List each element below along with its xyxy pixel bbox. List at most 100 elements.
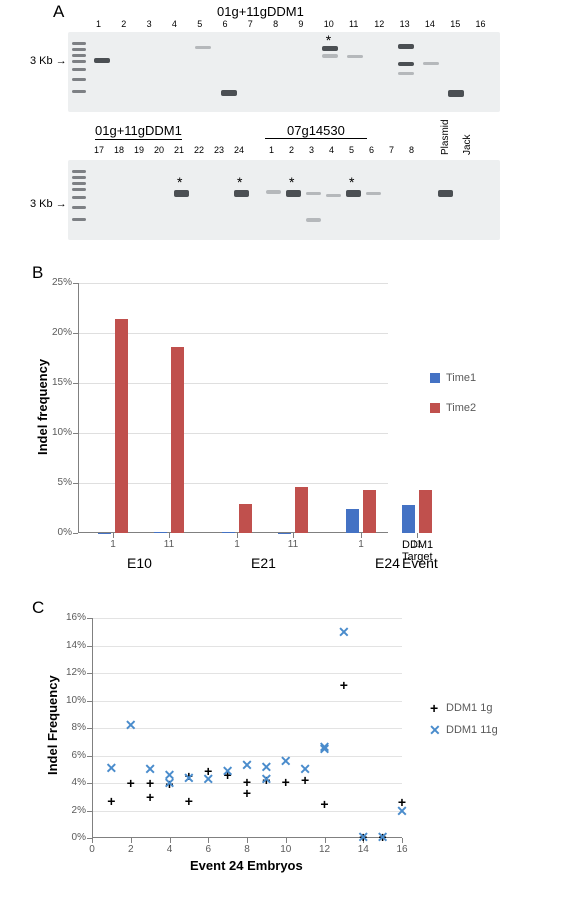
y-tick <box>73 533 78 534</box>
legend-11g-text: DDM1 11g <box>446 724 498 736</box>
lane-number: 5 <box>349 145 354 155</box>
event-label: E21 <box>251 555 276 571</box>
x-tick <box>208 838 209 843</box>
data-point: ✕ <box>202 772 214 786</box>
bar <box>154 532 167 533</box>
legend-1g-marker: + <box>430 700 438 716</box>
panel-c-label: C <box>32 598 44 618</box>
lane-number: 13 <box>400 19 410 29</box>
bar <box>278 533 291 534</box>
grid-line <box>92 701 402 702</box>
bar <box>363 490 376 534</box>
x-tick <box>325 838 326 843</box>
scatter-chart: 0%2%4%6%8%10%12%14%16%0246810121416+++++… <box>92 618 402 838</box>
data-point: ✕ <box>164 776 176 790</box>
lane-number: 14 <box>425 19 435 29</box>
lane-number: 6 <box>369 145 374 155</box>
lane-number: 10 <box>324 19 334 29</box>
y-axis <box>78 283 79 533</box>
gel-band <box>423 62 439 65</box>
data-point: ✕ <box>338 625 350 639</box>
grid-line <box>78 283 388 284</box>
gel-band <box>398 62 414 66</box>
bar-chart: 0%5%10%15%20%25%111E10111E21111E24DDM1 T… <box>78 283 388 533</box>
event-label: E24 <box>375 555 400 571</box>
lane-number: 23 <box>214 145 224 155</box>
gel-band <box>94 58 110 63</box>
gel-band <box>195 46 211 49</box>
gel-image-row1 <box>68 32 500 112</box>
lane-number: 4 <box>329 145 334 155</box>
data-point: ✕ <box>222 764 234 778</box>
x-tick <box>417 533 418 538</box>
data-point: ✕ <box>106 761 118 775</box>
x-tick-label: 1 <box>105 539 121 550</box>
lane-number: 6 <box>223 19 228 29</box>
x-tick-label: 16 <box>394 844 410 855</box>
gel-band <box>306 192 321 195</box>
lane-number: 1 <box>96 19 101 29</box>
x-tick <box>237 533 238 538</box>
lane-number: 7 <box>248 19 253 29</box>
grid-line <box>92 646 402 647</box>
x-tick-label: 11 <box>285 539 301 550</box>
x-tick-label: 1 <box>229 539 245 550</box>
data-point: ✕ <box>299 762 311 776</box>
lane-number: 3 <box>147 19 152 29</box>
x-tick-label: 14 <box>355 844 371 855</box>
data-point: ✕ <box>357 830 369 844</box>
y-tick-label: 8% <box>58 722 86 733</box>
grid-line <box>92 673 402 674</box>
row2-group1-label: 01g+11gDDM1 <box>95 123 182 140</box>
asterisk: * <box>237 174 242 190</box>
marker-3kb-row1: 3 Kb <box>30 55 67 67</box>
x-tick-label: 1 <box>353 539 369 550</box>
data-point: + <box>340 678 348 692</box>
x-tick-label: 2 <box>123 844 139 855</box>
lane-number: 15 <box>450 19 460 29</box>
y-tick-label: 5% <box>44 477 72 488</box>
bar <box>295 487 308 533</box>
bar <box>171 347 184 533</box>
data-point: ✕ <box>319 740 331 754</box>
event-label-text: Event <box>402 555 438 571</box>
gel-band <box>398 72 414 75</box>
grid-line <box>92 728 402 729</box>
gel-band <box>438 190 453 197</box>
x-tick <box>170 838 171 843</box>
lane-number: 11 <box>349 19 358 29</box>
x-tick <box>361 533 362 538</box>
data-point: ✕ <box>396 804 408 818</box>
y-tick-label: 0% <box>58 832 86 843</box>
x-tick <box>286 838 287 843</box>
lane-number: 20 <box>154 145 164 155</box>
legend-1g-text: DDM1 1g <box>446 702 492 714</box>
gel-band <box>322 54 338 58</box>
data-point: ✕ <box>261 760 273 774</box>
legend-time1-swatch <box>430 373 440 383</box>
data-point: + <box>243 786 251 800</box>
legend-time2-text: Time2 <box>446 402 476 414</box>
lane-number: 9 <box>298 19 303 29</box>
extra-lane-label: Jack <box>462 134 473 155</box>
bar <box>222 532 235 533</box>
y-tick-label: 2% <box>58 805 86 816</box>
data-point: ✕ <box>280 754 292 768</box>
bar <box>346 509 359 534</box>
y-tick-label: 25% <box>44 277 72 288</box>
bar <box>98 533 111 534</box>
gel-band <box>366 192 381 195</box>
grid-line <box>92 618 402 619</box>
y-tick-label: 10% <box>58 695 86 706</box>
y-tick-label: 0% <box>44 527 72 538</box>
data-point: + <box>107 794 115 808</box>
lane-number: 3 <box>309 145 314 155</box>
bar <box>402 505 415 534</box>
lane-number: 22 <box>194 145 204 155</box>
bar <box>419 490 432 534</box>
gel-band <box>326 194 341 197</box>
lane-number: 18 <box>114 145 124 155</box>
legend-time1-text: Time1 <box>446 372 476 384</box>
gel-image-row2 <box>68 160 500 240</box>
lane-number: 2 <box>121 19 126 29</box>
